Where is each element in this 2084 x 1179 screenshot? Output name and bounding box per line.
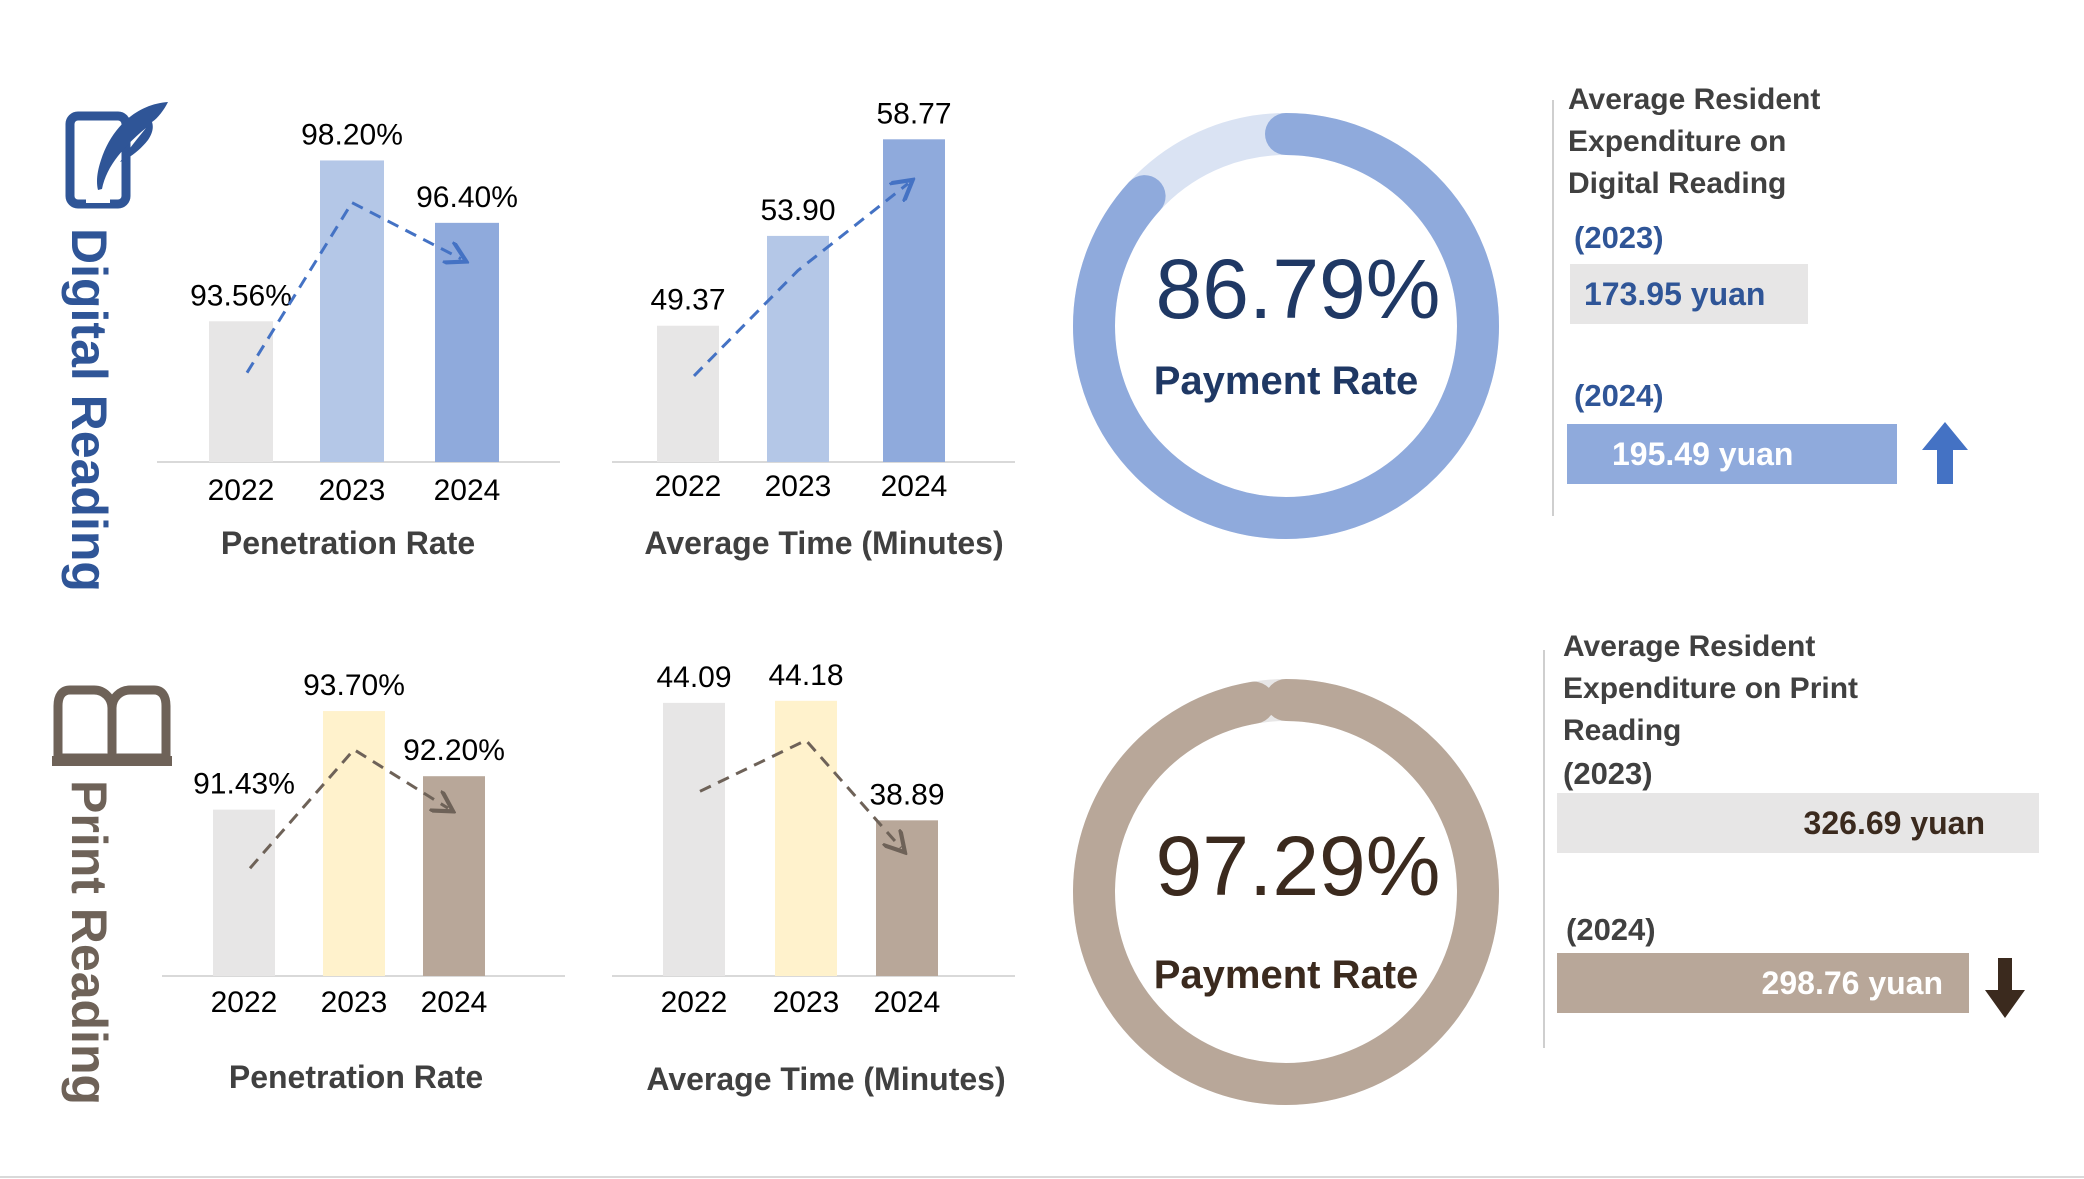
print-payment-donut: 97.29% Payment Rate [1073, 679, 1499, 1105]
print-time-tick-label: 2022 [661, 986, 728, 1019]
digital-penetration-tick-label: 2023 [319, 474, 386, 507]
digital-time-tick-label: 2022 [655, 470, 722, 503]
digital-penetration-title: Penetration Rate [221, 525, 475, 561]
digital-payment-rate-label: Payment Rate [1154, 359, 1419, 403]
open-book-icon [52, 685, 172, 766]
print-penetration-chart: 91.43% 2022 93.70% 2023 92.20% 2024 Penetratio… [162, 669, 565, 1095]
digital-penetration-data-label: 98.20% [301, 118, 403, 151]
print-time-title: Average Time (Minutes) [646, 1061, 1005, 1097]
digital-payment-donut: 86.79% Payment Rate [1073, 113, 1499, 539]
print-time-chart: 44.09 2022 44.18 2023 38.89 2024 Average Time … [612, 659, 1015, 1097]
digital-time-tick-label: 2023 [765, 470, 832, 503]
digital-time-chart: 49.37 2022 53.90 2023 58.77 2024 Average Time … [612, 97, 1015, 561]
digital-expenditure-2024: 195.49 yuan [1567, 424, 1897, 484]
digital-time-tick-label: 2024 [881, 470, 948, 503]
print-time-bar-2022 [663, 702, 725, 976]
digital-penetration-chart: 93.56% 2022 98.20% 2023 96.40% 2024 Penetratio… [157, 118, 560, 561]
digital-year-2024: (2024) [1574, 378, 1664, 413]
digital-expenditure-title: Average Resident Expenditure on Digital … [1568, 83, 1821, 200]
digital-divider [1552, 100, 1554, 516]
digital-penetration-data-label: 93.56% [190, 279, 292, 312]
print-time-bar-2024 [876, 820, 938, 976]
digital-time-bar-2024 [883, 139, 945, 463]
print-penetration-bar-2022 [213, 809, 275, 976]
digital-penetration-bar-2022 [209, 321, 273, 462]
print-time-tick-label: 2024 [874, 986, 941, 1019]
digital-time-trend-line [692, 184, 908, 377]
digital-time-data-label: 53.90 [760, 194, 835, 227]
print-payment-rate-label: Payment Rate [1154, 953, 1419, 997]
digital-donut-progress [1073, 113, 1499, 539]
digital-penetration-bar-2024 [435, 222, 499, 462]
digital-penetration-tick-label: 2024 [434, 474, 501, 507]
digital-time-bar-2023 [767, 235, 829, 462]
print-reading-title: Print Reading [61, 780, 117, 1106]
print-penetration-title: Penetration Rate [229, 1059, 483, 1095]
print-penetration-data-label: 92.20% [403, 734, 505, 767]
print-penetration-bar-2023 [323, 711, 385, 976]
bottom-border [0, 1176, 2084, 1178]
print-donut-progress [1073, 679, 1499, 1105]
print-payment-rate-value: 97.29% [1156, 819, 1441, 913]
print-penetration-tick-label: 2024 [421, 986, 488, 1019]
digital-penetration-bar-2023 [320, 160, 384, 463]
digital-penetration-tick-label: 2022 [208, 474, 275, 507]
digital-time-data-label: 58.77 [876, 97, 951, 130]
digital-penetration-trend-line [245, 200, 461, 374]
digital-expenditure-2023: 173.95 yuan [1570, 264, 1808, 324]
print-penetration-data-label: 93.70% [303, 669, 405, 702]
print-time-data-label: 38.89 [869, 778, 944, 811]
digital-penetration-data-label: 96.40% [416, 181, 518, 214]
print-time-bar-2023 [775, 700, 837, 976]
print-expenditure-2024: 298.76 yuan [1557, 953, 1969, 1013]
digital-time-title: Average Time (Minutes) [644, 525, 1003, 561]
print-time-data-label: 44.09 [656, 661, 731, 694]
print-time-data-label: 44.18 [768, 659, 843, 692]
digital-year-2023: (2023) [1574, 220, 1664, 255]
print-expenditure-2023: 326.69 yuan [1557, 793, 2039, 853]
print-penetration-data-label: 91.43% [193, 768, 295, 801]
print-divider [1543, 650, 1545, 1048]
print-year-2023: (2023) [1563, 756, 1653, 791]
up-arrow-icon [1922, 422, 1968, 484]
down-arrow-icon [1985, 958, 2025, 1018]
print-penetration-tick-label: 2022 [211, 986, 278, 1019]
digital-reading-title: Digital Reading [61, 228, 117, 592]
print-year-2024: (2024) [1566, 912, 1656, 947]
digital-time-data-label: 49.37 [650, 284, 725, 317]
print-expenditure-title: Average Resident Expenditure on Print Re… [1563, 630, 1859, 747]
print-time-tick-label: 2023 [773, 986, 840, 1019]
print-penetration-trend-line [248, 747, 448, 870]
print-penetration-tick-label: 2023 [321, 986, 388, 1019]
digital-time-bar-2022 [657, 325, 719, 462]
tablet-feather-icon [65, 102, 168, 209]
digital-payment-rate-value: 86.79% [1156, 242, 1441, 336]
print-penetration-bar-2024 [423, 776, 485, 976]
